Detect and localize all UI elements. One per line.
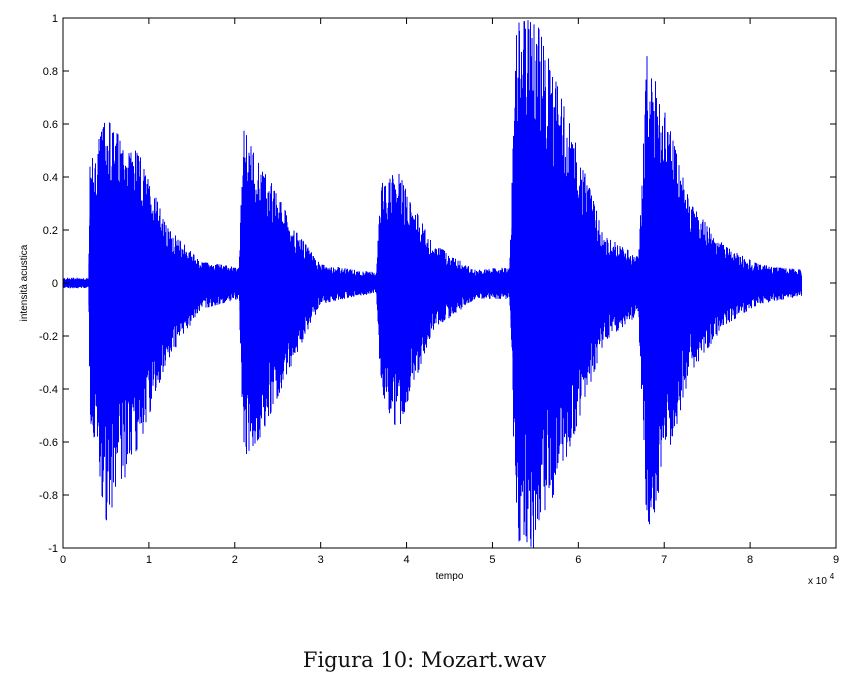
x-tick-label: 3 [318,554,324,566]
x-tick-label: 5 [489,554,495,566]
axes: 0 1 2 3 4 5 6 7 8 9 -1 -0.8 -0.6 -0.4 -0.2 0 0.2 0.4 0.6 0.… [39,13,839,566]
x-tick-label: 9 [833,554,839,566]
y-tick-label: 0.6 [43,119,58,131]
x-axis-multiplier-exponent: 4 [830,572,835,581]
waveform-core [63,137,802,429]
y-tick-label: 0 [52,278,58,290]
x-tick-label: 0 [60,554,66,566]
x-tick-label: 1 [146,554,152,566]
x-tick-label: 7 [661,554,667,566]
y-tick-label: 1 [52,13,58,25]
x-axis-label: tempo [436,571,464,582]
y-axis-label: intensità acustica [19,244,30,321]
x-tick-label: 8 [747,554,753,566]
x-tick-label: 2 [232,554,238,566]
plot-area [63,20,802,548]
x-tick-label: 4 [403,554,409,566]
y-tick-label: -0.6 [39,437,58,449]
y-tick-label: -1 [48,543,58,555]
y-tick-label: -0.4 [39,384,58,396]
figure-caption: Figura 10: Mozart.wav [302,648,547,672]
y-tick-label: -0.2 [39,331,58,343]
axis-labels: tempo intensità acustica x 10 4 [19,244,835,587]
x-axis-multiplier: x 10 4 [808,572,835,587]
y-tick-label: -0.8 [39,490,58,502]
y-tick-label: 0.8 [43,66,58,78]
y-tick-label: 0.2 [43,225,58,237]
y-tick-label: 0.4 [43,172,58,184]
x-axis-multiplier-base: x 10 [808,576,827,587]
series-waveform [63,20,802,548]
x-tick-label: 6 [575,554,581,566]
